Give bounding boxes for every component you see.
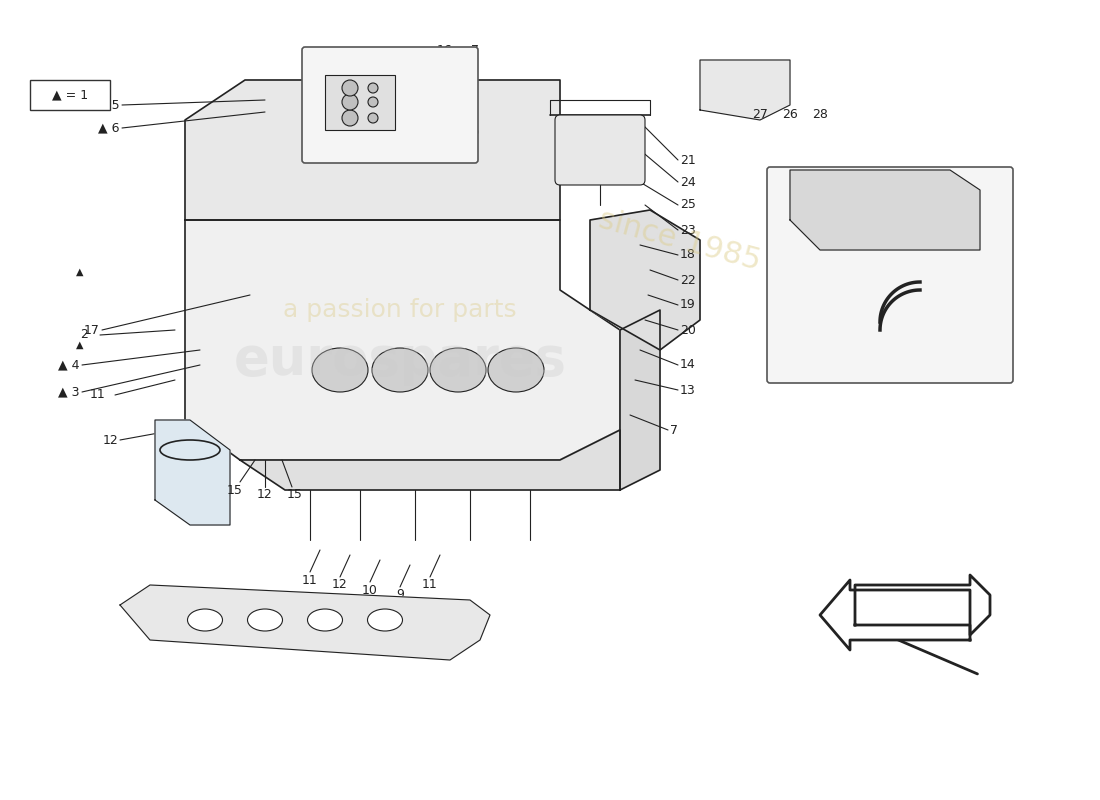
Polygon shape [790,170,980,250]
Text: 25: 25 [680,198,696,211]
Text: 21: 21 [680,154,695,166]
Text: a passion for parts: a passion for parts [283,298,517,322]
Text: 15: 15 [227,483,243,497]
Text: 2: 2 [80,329,88,342]
Text: ▲ 6: ▲ 6 [99,122,120,134]
Circle shape [368,97,378,107]
Circle shape [342,80,358,96]
Polygon shape [120,585,490,660]
Circle shape [368,113,378,123]
Ellipse shape [187,609,222,631]
Text: 24: 24 [680,175,695,189]
Polygon shape [700,60,790,120]
Text: 29: 29 [378,62,392,72]
Ellipse shape [430,348,486,392]
Polygon shape [820,580,970,650]
Text: 18: 18 [680,249,696,262]
Text: 19: 19 [680,298,695,311]
Polygon shape [155,420,230,525]
Text: 12: 12 [257,489,273,502]
Circle shape [342,110,358,126]
Text: 28: 28 [812,109,828,122]
Text: 26: 26 [782,109,797,122]
Text: 14: 14 [680,358,695,371]
Text: 17: 17 [84,323,100,337]
Text: 11: 11 [302,574,318,586]
Polygon shape [185,220,620,460]
Ellipse shape [248,609,283,631]
Text: since 1985: since 1985 [596,205,764,275]
Text: 11: 11 [422,578,438,591]
Text: 7: 7 [471,43,478,57]
Text: 7: 7 [670,423,678,437]
Text: 11: 11 [89,389,104,402]
Ellipse shape [308,609,342,631]
Circle shape [342,94,358,110]
Bar [30,80,110,110]
Ellipse shape [372,348,428,392]
Text: 12: 12 [102,434,118,446]
Text: 12: 12 [332,578,348,591]
Text: 23: 23 [680,223,695,237]
Ellipse shape [312,348,368,392]
Circle shape [368,83,378,93]
Text: 8: 8 [1000,323,1008,337]
Text: 30: 30 [465,128,478,138]
Bar [324,75,395,130]
Text: eurospares: eurospares [233,334,566,386]
Text: ▲: ▲ [76,267,84,277]
Polygon shape [620,310,660,490]
Text: 22: 22 [680,274,695,286]
Polygon shape [185,80,560,220]
Text: 16: 16 [437,43,453,57]
Text: ▲ = 1: ▲ = 1 [52,89,88,102]
Ellipse shape [488,348,544,392]
Polygon shape [855,575,990,635]
Text: 9: 9 [396,589,404,602]
Text: ▲: ▲ [76,340,84,350]
Polygon shape [240,430,620,490]
Text: 20: 20 [680,323,696,337]
Text: ▲ 3: ▲ 3 [58,386,80,398]
Text: ▲ 5: ▲ 5 [98,98,120,111]
Text: 27: 27 [752,109,768,122]
Text: 10: 10 [362,583,378,597]
FancyBboxPatch shape [556,115,645,185]
FancyBboxPatch shape [302,47,478,163]
Ellipse shape [367,609,403,631]
Polygon shape [590,210,700,350]
Text: 13: 13 [680,383,695,397]
FancyBboxPatch shape [767,167,1013,383]
Text: ▲ 4: ▲ 4 [58,358,80,371]
Text: 15: 15 [287,489,303,502]
